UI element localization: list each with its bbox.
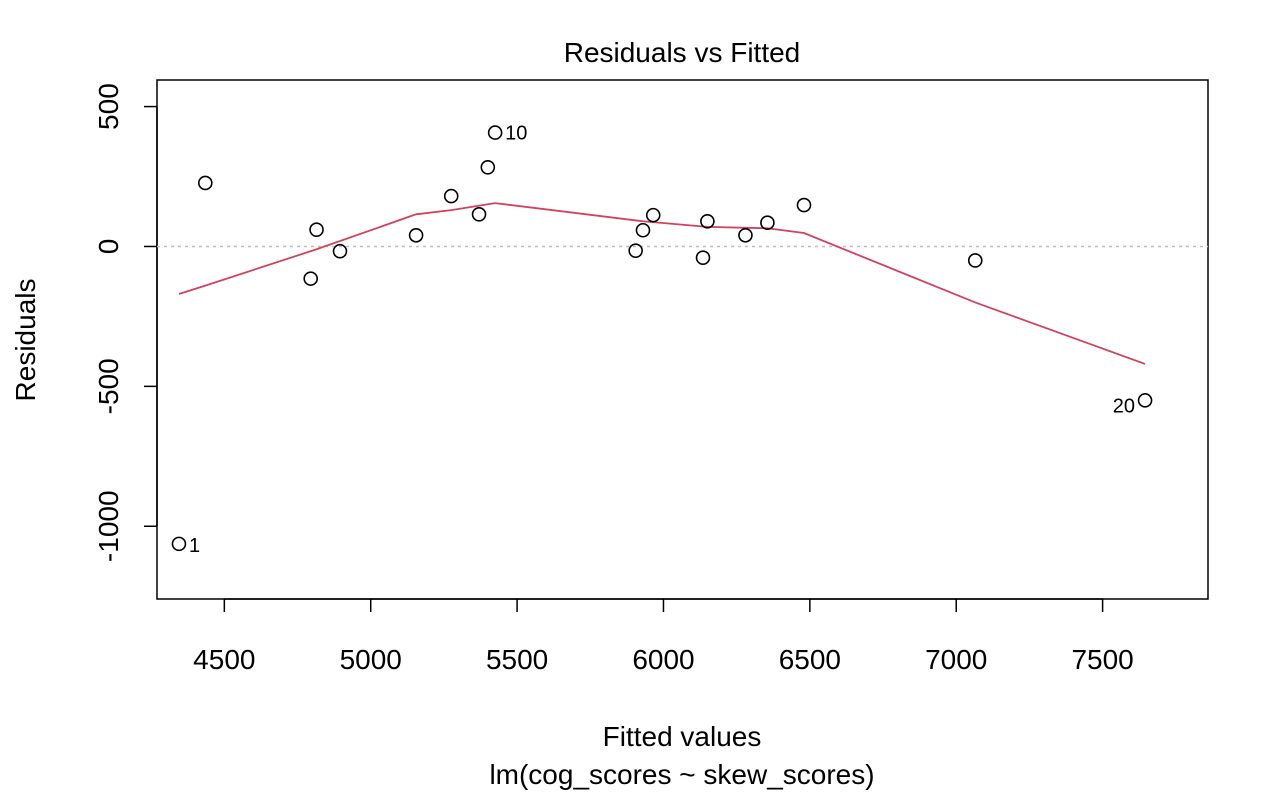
data-point bbox=[480, 159, 496, 175]
data-point bbox=[332, 243, 348, 259]
data-point bbox=[738, 227, 753, 243]
data-point bbox=[171, 536, 187, 552]
x-tick-label: 4500 bbox=[193, 644, 255, 675]
y-tick-label: 0 bbox=[93, 239, 124, 255]
y-axis-title: Residuals bbox=[10, 279, 41, 402]
x-tick-label: 6500 bbox=[779, 644, 841, 675]
data-point bbox=[309, 222, 324, 237]
y-tick-label: -500 bbox=[93, 358, 124, 414]
data-point bbox=[303, 271, 318, 286]
y-tick-label: 500 bbox=[93, 83, 124, 130]
plot-frame bbox=[156, 79, 1209, 600]
data-point bbox=[443, 188, 459, 204]
chart-subtitle: lm(cog_scores ~ skew_scores) bbox=[489, 759, 874, 790]
point-label: 1 bbox=[189, 535, 200, 557]
x-tick-label: 5000 bbox=[340, 644, 402, 675]
x-tick-label: 5500 bbox=[486, 644, 548, 675]
x-tick-label: 6000 bbox=[632, 644, 694, 675]
x-axis: 4500 5000 5500 6000 6500 7000 7500 bbox=[193, 598, 1134, 675]
y-axis: 500 0 -500 -1000 bbox=[93, 83, 158, 562]
point-label: 20 bbox=[1113, 395, 1135, 417]
point-label: 10 bbox=[505, 123, 527, 145]
data-point bbox=[198, 175, 213, 191]
data-point bbox=[471, 206, 487, 222]
data-point bbox=[645, 207, 661, 223]
x-axis-title: Fitted values bbox=[603, 721, 762, 752]
data-point bbox=[760, 215, 775, 230]
data-point bbox=[695, 250, 711, 265]
data-point bbox=[1137, 393, 1153, 408]
data-point bbox=[628, 243, 643, 258]
data-point bbox=[408, 227, 424, 243]
data-point bbox=[796, 197, 812, 213]
x-tick-label: 7000 bbox=[925, 644, 987, 675]
y-tick-label: -1000 bbox=[93, 490, 124, 562]
data-points: 1 10 20 bbox=[171, 123, 1153, 557]
data-point bbox=[487, 125, 503, 140]
chart-title: Residuals vs Fitted bbox=[564, 37, 801, 68]
x-tick-label: 7500 bbox=[1071, 644, 1133, 675]
data-point bbox=[700, 213, 715, 229]
data-point bbox=[635, 222, 651, 238]
data-point bbox=[967, 253, 983, 268]
smooth-trend-line bbox=[178, 202, 1146, 365]
